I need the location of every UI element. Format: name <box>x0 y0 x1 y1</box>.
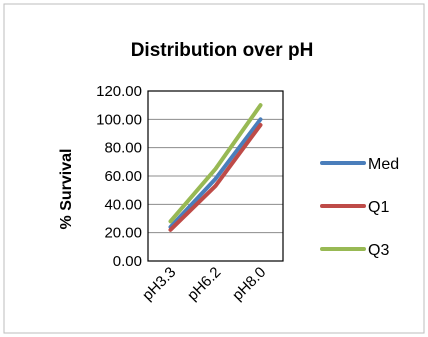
series-line-q1 <box>168 123 263 232</box>
y-tick-label: 20.00 <box>104 225 142 242</box>
y-axis-label: % Survival <box>58 149 75 230</box>
y-tick-label: 60.00 <box>104 168 142 185</box>
y-tick-label: 100.00 <box>96 111 142 128</box>
legend-label: Q3 <box>368 242 389 259</box>
legend-label: Med <box>368 156 399 173</box>
series-line-q3 <box>168 103 263 224</box>
y-tick-label: 0.00 <box>113 253 142 270</box>
y-tick-label: 120.00 <box>96 83 142 100</box>
y-tick-label: 80.00 <box>104 140 142 157</box>
chart-title: Distribution over pH <box>131 40 314 61</box>
legend: Med Q1 Q3 <box>320 156 399 259</box>
y-tick-label: 40.00 <box>104 196 142 213</box>
series-line-med <box>168 117 263 229</box>
legend-label: Q1 <box>368 199 389 216</box>
plot-frame <box>147 90 284 262</box>
